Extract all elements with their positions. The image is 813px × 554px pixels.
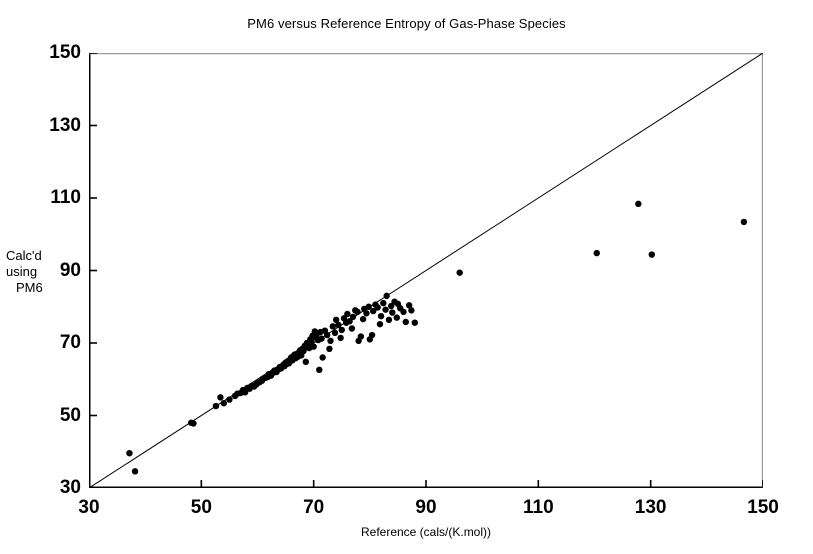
data-point bbox=[302, 358, 309, 366]
data-point bbox=[348, 325, 356, 332]
data-point bbox=[389, 309, 396, 316]
data-point bbox=[323, 331, 331, 339]
data-point bbox=[456, 269, 463, 276]
x-tick-label: 130 bbox=[634, 497, 667, 518]
data-point bbox=[344, 310, 351, 318]
chart-title: PM6 versus Reference Entropy of Gas-Phas… bbox=[247, 16, 566, 31]
data-point bbox=[131, 468, 139, 475]
data-point bbox=[408, 307, 415, 314]
data-point bbox=[387, 302, 395, 310]
data-point bbox=[308, 338, 315, 345]
data-point bbox=[380, 299, 387, 307]
data-point bbox=[365, 303, 372, 310]
data-points-group bbox=[126, 200, 748, 475]
data-point bbox=[368, 331, 376, 339]
data-point bbox=[385, 316, 393, 323]
data-point bbox=[331, 329, 339, 337]
data-point bbox=[220, 399, 227, 407]
data-point bbox=[377, 312, 385, 320]
x-axis-label: Reference (cals/(K.mol)) bbox=[360, 525, 492, 539]
y-axis-label-line-3: PM6 bbox=[16, 280, 43, 295]
data-point bbox=[335, 321, 342, 329]
data-point bbox=[383, 292, 390, 300]
y-tick-label: 50 bbox=[59, 404, 81, 426]
data-point bbox=[318, 335, 325, 342]
y-tick-label: 70 bbox=[59, 332, 81, 353]
x-tick-label: 30 bbox=[78, 497, 100, 518]
x-tick-label: 90 bbox=[415, 497, 437, 518]
data-point bbox=[593, 249, 600, 257]
data-point bbox=[337, 334, 344, 342]
scatter-plot-svg bbox=[89, 53, 763, 488]
data-point bbox=[405, 302, 413, 309]
data-point bbox=[393, 314, 400, 321]
data-point bbox=[740, 218, 748, 226]
data-point bbox=[212, 402, 220, 410]
y-axis-label: Calc'd using PM6 bbox=[4, 248, 86, 296]
data-point bbox=[346, 318, 353, 325]
x-tick-label: 150 bbox=[747, 497, 779, 518]
data-point bbox=[217, 394, 224, 401]
data-point bbox=[332, 316, 340, 323]
data-point bbox=[326, 345, 333, 352]
y-tick-label: 130 bbox=[49, 114, 81, 136]
data-point bbox=[319, 354, 326, 361]
data-point bbox=[382, 306, 389, 313]
data-point bbox=[349, 313, 357, 321]
data-point bbox=[316, 366, 323, 374]
data-point bbox=[300, 347, 307, 355]
data-point bbox=[338, 326, 345, 334]
y-tick-label: 90 bbox=[59, 259, 81, 281]
data-point bbox=[357, 333, 365, 340]
data-point bbox=[376, 320, 384, 328]
data-point bbox=[354, 308, 361, 316]
y-tick-label: 150 bbox=[49, 42, 81, 63]
data-point bbox=[226, 396, 233, 403]
data-point bbox=[402, 318, 409, 326]
axes-group bbox=[89, 53, 763, 488]
data-point bbox=[126, 450, 133, 457]
data-point bbox=[648, 251, 655, 258]
data-point bbox=[374, 304, 381, 311]
x-tick-label: 70 bbox=[303, 497, 325, 518]
data-point bbox=[310, 343, 317, 350]
data-point bbox=[400, 308, 407, 316]
identity-line bbox=[89, 53, 763, 488]
y-tick-label: 110 bbox=[50, 187, 81, 208]
y-axis-label-line-2: using bbox=[6, 264, 38, 279]
data-point bbox=[370, 307, 377, 315]
plot-area bbox=[89, 53, 763, 488]
x-tick-label: 110 bbox=[523, 497, 554, 518]
reference-line bbox=[89, 53, 763, 488]
y-tick-label: 30 bbox=[59, 477, 81, 498]
data-point bbox=[329, 323, 336, 330]
data-point bbox=[411, 319, 418, 326]
data-point bbox=[359, 315, 367, 323]
data-point bbox=[635, 200, 642, 207]
x-tick-label: 50 bbox=[190, 497, 212, 518]
data-point bbox=[190, 420, 197, 427]
data-point bbox=[363, 310, 370, 317]
y-axis-label-line-1: Calc'd bbox=[6, 248, 42, 263]
data-point bbox=[327, 337, 334, 345]
